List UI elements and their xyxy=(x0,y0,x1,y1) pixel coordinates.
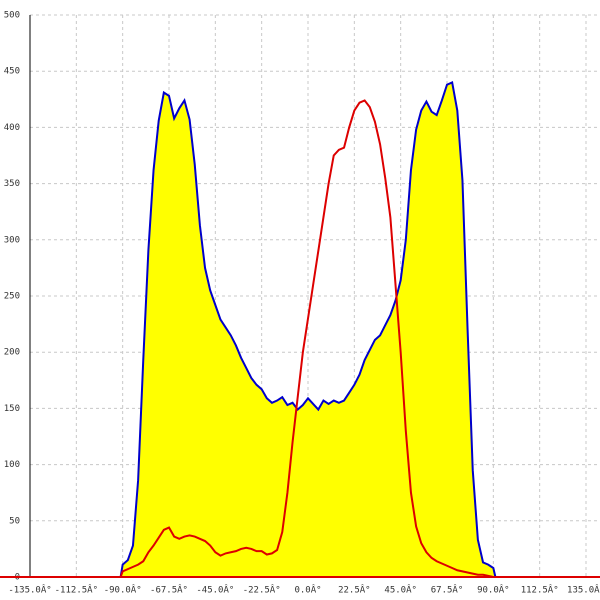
x-tick-label: 45.0Â° xyxy=(384,584,417,596)
y-tick-label: 200 xyxy=(4,348,20,358)
x-tick-label: -135.0Â° xyxy=(8,584,51,596)
x-tick-label: -45.0Â° xyxy=(196,584,234,596)
line xyxy=(30,81,586,578)
x-tick-label: -67.5Â° xyxy=(150,584,188,596)
y-tick-label: 450 xyxy=(4,67,20,77)
y-tick-label: 150 xyxy=(4,404,20,414)
x-tick-label: 135.0Â° xyxy=(567,584,600,596)
x-tick-label: -22.5Â° xyxy=(243,584,281,596)
x-tick-label: -90.0Â° xyxy=(104,584,142,596)
y-tick-label: 300 xyxy=(4,235,20,245)
x-tick-label: 22.5Â° xyxy=(338,584,371,596)
x-tick-label: 0.0Â° xyxy=(294,584,321,596)
y-tick-label: 50 xyxy=(9,516,20,526)
area xyxy=(30,82,586,577)
x-tick-label: 112.5Â° xyxy=(521,584,559,596)
y-tick-label: 350 xyxy=(4,179,20,189)
x-tick-label: 90.0Â° xyxy=(477,584,510,596)
y-tick-label: 100 xyxy=(4,460,20,470)
y-tick-label: 250 xyxy=(4,292,20,302)
x-tick-label: 67.5Â° xyxy=(431,584,464,596)
x-tick-label: -112.5Â° xyxy=(55,584,98,596)
line xyxy=(30,99,586,578)
y-tick-label: 500 xyxy=(4,11,20,21)
y-tick-label: 400 xyxy=(4,123,20,133)
